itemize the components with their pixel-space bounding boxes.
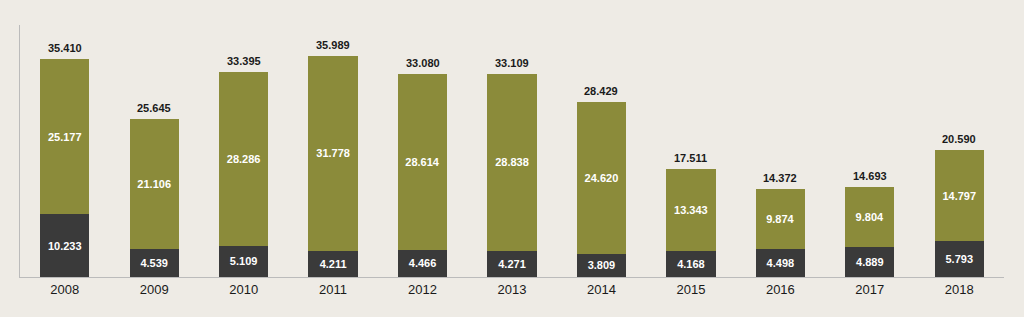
svg-text:21.106: 21.106 [137,178,171,190]
svg-text:25.645: 25.645 [137,102,171,114]
svg-text:3.809: 3.809 [588,259,616,271]
svg-text:33.109: 33.109 [495,57,529,69]
svg-text:2016: 2016 [766,282,795,297]
svg-text:2012: 2012 [408,282,437,297]
svg-text:35.989: 35.989 [316,39,350,51]
svg-text:2008: 2008 [50,282,79,297]
svg-text:28.286: 28.286 [227,153,261,165]
svg-text:24.620: 24.620 [585,172,619,184]
svg-text:33.080: 33.080 [406,57,440,69]
svg-text:4.466: 4.466 [409,257,437,269]
svg-text:14.693: 14.693 [853,170,887,182]
svg-text:9.804: 9.804 [856,211,884,223]
svg-text:33.395: 33.395 [227,55,261,67]
svg-text:25.177: 25.177 [48,131,82,143]
svg-text:35.410: 35.410 [48,42,82,54]
svg-text:5.793: 5.793 [946,253,974,265]
svg-text:10.233: 10.233 [48,240,82,252]
svg-text:2009: 2009 [140,282,169,297]
svg-text:4.539: 4.539 [140,257,168,269]
svg-text:28.614: 28.614 [405,156,440,168]
svg-text:2018: 2018 [945,282,974,297]
svg-text:4.211: 4.211 [320,258,347,270]
svg-text:28.838: 28.838 [495,156,529,168]
svg-text:28.429: 28.429 [584,85,618,97]
svg-text:14.372: 14.372 [763,172,797,184]
svg-text:31.778: 31.778 [316,147,350,159]
svg-text:2010: 2010 [229,282,258,297]
svg-text:2011: 2011 [319,282,347,297]
svg-text:4.889: 4.889 [856,256,884,268]
svg-text:4.271: 4.271 [498,258,526,270]
svg-text:13.343: 13.343 [674,204,708,216]
svg-text:9.874: 9.874 [766,213,794,225]
svg-text:2017: 2017 [855,282,884,297]
svg-text:17.511: 17.511 [674,152,707,164]
svg-text:4.168: 4.168 [677,258,705,270]
svg-text:14.797: 14.797 [942,190,976,202]
svg-text:5.109: 5.109 [230,255,258,267]
svg-text:2013: 2013 [498,282,527,297]
svg-text:4.498: 4.498 [767,257,795,269]
svg-text:2014: 2014 [587,282,616,297]
svg-text:2015: 2015 [676,282,705,297]
svg-text:20.590: 20.590 [942,133,976,145]
